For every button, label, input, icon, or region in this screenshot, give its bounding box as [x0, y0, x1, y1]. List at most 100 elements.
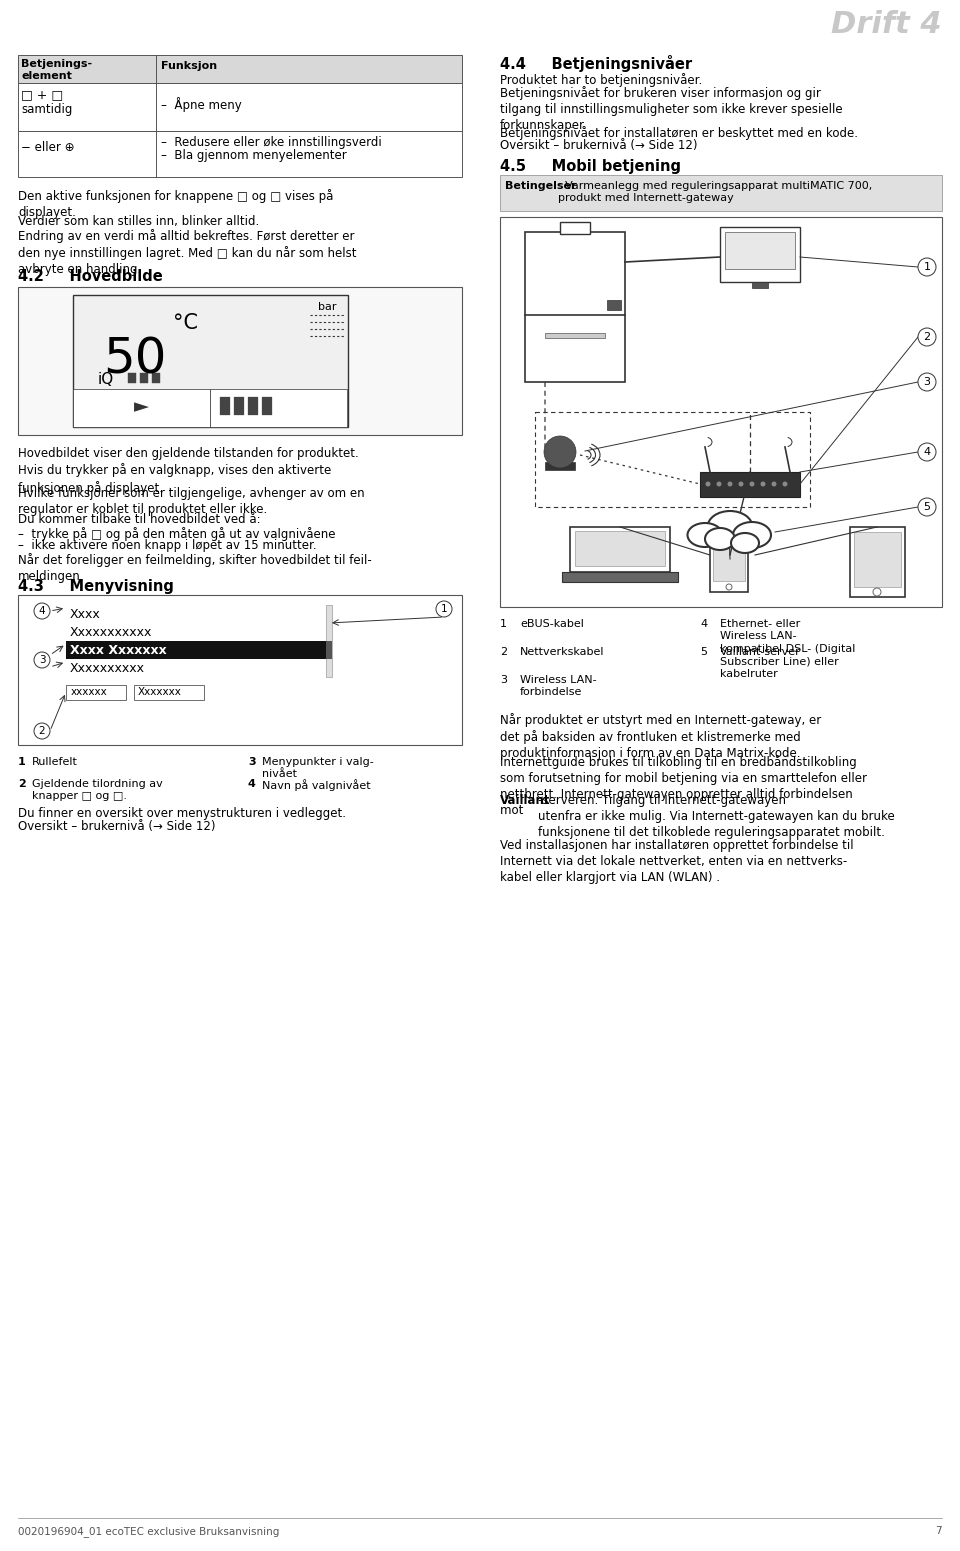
Ellipse shape — [731, 534, 759, 554]
Text: 4: 4 — [924, 447, 930, 458]
Text: Betjeningsnivået for brukeren viser informasjon og gir
tilgang til innstillingsm: Betjeningsnivået for brukeren viser info… — [500, 85, 843, 132]
Ellipse shape — [733, 523, 771, 548]
Text: Gjeldende tilordning av
knapper □ og □.: Gjeldende tilordning av knapper □ og □. — [32, 779, 163, 802]
Text: Nettverkskabel: Nettverkskabel — [520, 647, 605, 658]
Text: : Varmeanlegg med reguleringsapparat multiMATIC 700,
produkt med Internett-gatew: : Varmeanlegg med reguleringsapparat mul… — [558, 181, 873, 203]
Bar — [575, 530, 665, 566]
Text: 4: 4 — [38, 606, 45, 616]
Text: 1: 1 — [18, 757, 26, 768]
Text: Hovedbildet viser den gjeldende tilstanden for produktet.
Hvis du trykker på en : Hovedbildet viser den gjeldende tilstand… — [18, 447, 359, 495]
Bar — [720, 226, 800, 282]
Circle shape — [918, 498, 936, 516]
Bar — [152, 372, 160, 383]
Bar — [850, 527, 905, 597]
Text: Vaillant-server: Vaillant-server — [720, 647, 801, 658]
Text: Hvilke funksjoner som er tilgjengelige, avhenger av om en
regulator er koblet ti: Hvilke funksjoner som er tilgjengelige, … — [18, 487, 365, 516]
Text: samtidig: samtidig — [21, 102, 72, 116]
Text: Xxxxxxxxxxx: Xxxxxxxxxxx — [70, 627, 153, 639]
Text: Endring av en verdi må alltid bekreftes. Først deretter er
den nye innstillingen: Endring av en verdi må alltid bekreftes.… — [18, 230, 356, 276]
Circle shape — [873, 588, 881, 596]
Text: 4.2     Hovedbilde: 4.2 Hovedbilde — [18, 268, 163, 284]
Bar — [18, 287, 462, 434]
Text: Vaillant: Vaillant — [500, 794, 550, 807]
Bar — [18, 130, 462, 177]
Text: Betjeningsnivået for installatøren er beskyttet med en kode.: Betjeningsnivået for installatøren er be… — [500, 126, 858, 140]
Ellipse shape — [705, 527, 735, 551]
Text: 2: 2 — [38, 726, 45, 737]
Ellipse shape — [708, 510, 753, 543]
Bar — [262, 397, 272, 416]
Bar — [854, 532, 901, 586]
Bar — [18, 54, 462, 84]
Circle shape — [728, 481, 732, 487]
Circle shape — [918, 444, 936, 461]
Text: Wireless LAN-
forbindelse: Wireless LAN- forbindelse — [520, 675, 596, 698]
Text: eBUS-kabel: eBUS-kabel — [520, 619, 584, 630]
Text: –  Åpne meny: – Åpne meny — [161, 98, 242, 112]
Text: Navn på valgnivået: Navn på valgnivået — [262, 779, 371, 791]
Text: Rullefelt: Rullefelt — [32, 757, 78, 768]
Circle shape — [34, 603, 50, 619]
Bar — [560, 222, 590, 234]
Circle shape — [706, 481, 710, 487]
Bar — [752, 282, 768, 288]
Circle shape — [772, 481, 777, 487]
Bar — [66, 641, 326, 659]
Text: 3: 3 — [38, 655, 45, 665]
Text: 2: 2 — [18, 779, 26, 789]
Text: –  trykke på □ og på den måten gå ut av valgnivåene: – trykke på □ og på den måten gå ut av v… — [18, 527, 335, 541]
Text: 3: 3 — [500, 675, 507, 686]
Circle shape — [750, 481, 755, 487]
Text: Betjenings-
element: Betjenings- element — [21, 59, 92, 81]
Bar — [18, 84, 462, 130]
Bar — [525, 233, 625, 382]
Circle shape — [34, 651, 50, 668]
Text: 3: 3 — [248, 757, 255, 768]
Circle shape — [760, 481, 765, 487]
Text: –  Redusere eller øke innstillingsverdi: – Redusere eller øke innstillingsverdi — [161, 136, 382, 149]
Bar — [725, 233, 795, 268]
Bar — [220, 397, 230, 416]
Text: Xxxx Xxxxxxx: Xxxx Xxxxxxx — [70, 644, 167, 658]
Text: Oversikt – brukernivå (→ Side 12): Oversikt – brukernivå (→ Side 12) — [500, 140, 698, 152]
Text: 5: 5 — [924, 503, 930, 512]
Bar — [545, 462, 575, 470]
Text: 4.4     Betjeningsnivåer: 4.4 Betjeningsnivåer — [500, 54, 692, 71]
Text: bar: bar — [318, 302, 337, 312]
Circle shape — [738, 481, 743, 487]
Text: Internettguide brukes til tilkobling til en bredbåndstilkobling
som forutsetning: Internettguide brukes til tilkobling til… — [500, 755, 867, 817]
Bar — [234, 397, 244, 416]
Bar — [140, 372, 148, 383]
Text: Ved installasjonen har installatøren opprettet forbindelse til
Internett via det: Ved installasjonen har installatøren opp… — [500, 839, 853, 884]
Bar — [607, 299, 621, 310]
Text: 2: 2 — [924, 332, 930, 343]
Circle shape — [436, 600, 452, 617]
Text: Menypunkter i valg-
nivået: Menypunkter i valg- nivået — [262, 757, 373, 780]
Bar — [248, 397, 258, 416]
Text: -serveren. Tilgang til Internett-gatewayen
utenfra er ikke mulig. Via Internett-: -serveren. Tilgang til Internett-gateway… — [538, 794, 895, 839]
Bar — [562, 572, 678, 582]
Bar — [18, 596, 462, 744]
Ellipse shape — [687, 523, 723, 548]
Text: 2: 2 — [500, 647, 507, 658]
Text: Xxxx: Xxxx — [70, 608, 101, 620]
Text: Ethernet- eller
Wireless LAN-
kompatibel DSL- (Digital
Subscriber Line) eller
ka: Ethernet- eller Wireless LAN- kompatibel… — [720, 619, 855, 679]
Text: 0020196904_01 ecoTEC exclusive Bruksanvisning: 0020196904_01 ecoTEC exclusive Bruksanvi… — [18, 1526, 279, 1537]
Text: Xxxxxxxxxx: Xxxxxxxxxx — [70, 662, 145, 675]
Text: Xxxxxxx: Xxxxxxx — [138, 687, 181, 696]
Text: Når det foreligger en feilmelding, skifter hovedbildet til feil-
meldingen.: Når det foreligger en feilmelding, skift… — [18, 554, 372, 583]
Bar — [73, 295, 348, 427]
Text: 1: 1 — [500, 619, 507, 630]
Text: 4.5     Mobil betjening: 4.5 Mobil betjening — [500, 160, 681, 174]
Text: Betingelser: Betingelser — [505, 181, 577, 191]
Text: Du finner en oversikt over menystrukturen i vedlegget.: Du finner en oversikt over menystrukture… — [18, 807, 346, 820]
Bar — [73, 389, 210, 427]
Bar — [721, 534, 737, 537]
Bar — [500, 175, 942, 211]
Circle shape — [34, 723, 50, 738]
Text: –  Bla gjennom menyelementer: – Bla gjennom menyelementer — [161, 149, 347, 161]
Circle shape — [716, 481, 722, 487]
Text: Den aktive funksjonen for knappene □ og □ vises på
displayet.: Den aktive funksjonen for knappene □ og … — [18, 189, 333, 219]
Text: 1: 1 — [924, 262, 930, 271]
Text: xxxxxx: xxxxxx — [71, 687, 108, 696]
